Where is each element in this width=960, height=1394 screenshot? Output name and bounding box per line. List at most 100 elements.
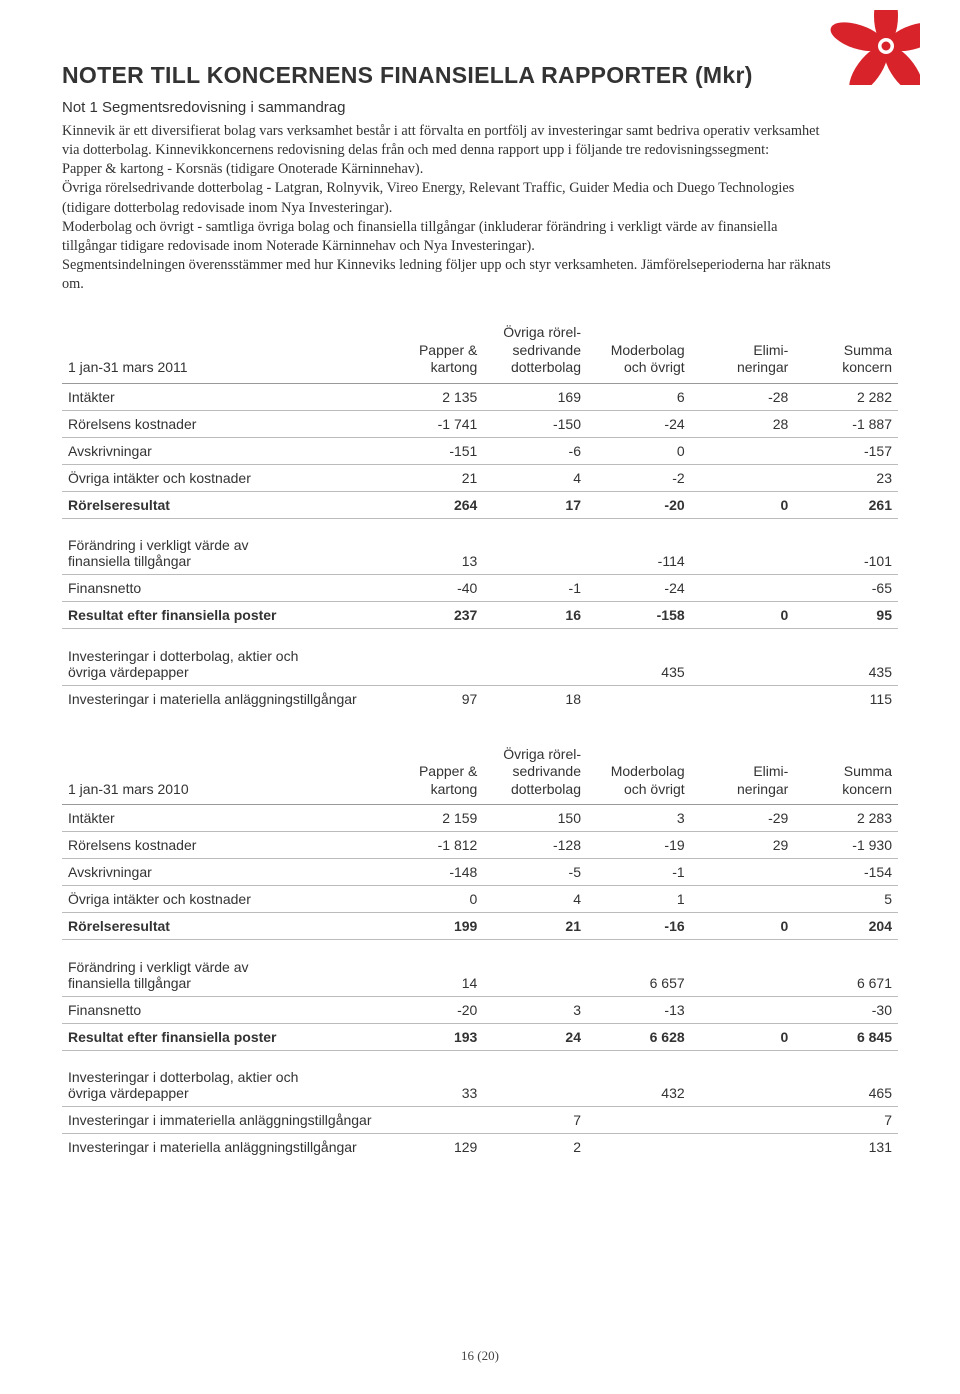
- table-cell: -20: [380, 996, 484, 1023]
- table-cell: 169: [483, 383, 587, 410]
- table-cell: 6 671: [794, 954, 898, 997]
- note-subtitle: Not 1 Segmentsredovisning i sammandrag: [62, 99, 898, 116]
- table-cell: [691, 437, 795, 464]
- table-cell: 264: [380, 491, 484, 518]
- table-row: Avskrivningar-151-60-157: [62, 437, 898, 464]
- table-cell: 2 159: [380, 805, 484, 832]
- table-row-label: Resultat efter finansiella poster: [62, 602, 380, 629]
- table-row: Rörelsens kostnader-1 812-128-1929-1 930: [62, 832, 898, 859]
- table-cell: 0: [380, 886, 484, 913]
- table-cell: -1 887: [794, 410, 898, 437]
- table-period-header: 1 jan-31 mars 2011: [62, 320, 380, 383]
- table-cell: [483, 643, 587, 686]
- table-row-label: Rörelseresultat: [62, 491, 380, 518]
- table-row-label: Finansnetto: [62, 575, 380, 602]
- table-row-label: Intäkter: [62, 805, 380, 832]
- table-row: Finansnetto-203-13-30: [62, 996, 898, 1023]
- table-row-label: Avskrivningar: [62, 437, 380, 464]
- table-row-label: Intäkter: [62, 383, 380, 410]
- table-row-label: Rörelsens kostnader: [62, 832, 380, 859]
- table-cell: -2: [587, 464, 691, 491]
- table-cell: -28: [691, 383, 795, 410]
- table-row-label: Resultat efter finansiella poster: [62, 1023, 380, 1050]
- table-cell: 435: [587, 643, 691, 686]
- table-cell: [691, 996, 795, 1023]
- table-row: Resultat efter finansiella poster193246 …: [62, 1023, 898, 1050]
- table-cell: 2 135: [380, 383, 484, 410]
- table-cell: [691, 464, 795, 491]
- table-row: Förändring i verkligt värde avfinansiell…: [62, 532, 898, 575]
- table-cell: 21: [380, 464, 484, 491]
- table-cell: -24: [587, 575, 691, 602]
- table-cell: -101: [794, 532, 898, 575]
- table-cell: 28: [691, 410, 795, 437]
- table-cell: 7: [483, 1107, 587, 1134]
- table-row: Investeringar i materiella anläggningsti…: [62, 1134, 898, 1161]
- table-cell: -65: [794, 575, 898, 602]
- table-cell: 23: [794, 464, 898, 491]
- table-cell: 3: [483, 996, 587, 1023]
- table-cell: 17: [483, 491, 587, 518]
- table-cell: 2 283: [794, 805, 898, 832]
- table-row: Investeringar i materiella anläggningsti…: [62, 685, 898, 712]
- table-column-header: Papper &kartong: [380, 742, 484, 805]
- table-row-label: Rörelsens kostnader: [62, 410, 380, 437]
- table-cell: [587, 685, 691, 712]
- table-cell: 432: [587, 1064, 691, 1107]
- table-cell: 150: [483, 805, 587, 832]
- table-row: Finansnetto-40-1-24 -65: [62, 575, 898, 602]
- table-row-label: Investeringar i dotterbolag, aktier ochö…: [62, 643, 380, 686]
- table-cell: [483, 1064, 587, 1107]
- table-cell: [483, 954, 587, 997]
- table-row-label: Finansnetto: [62, 996, 380, 1023]
- table-cell: 115: [794, 685, 898, 712]
- table-cell: -1: [483, 575, 587, 602]
- table-cell: -1 741: [380, 410, 484, 437]
- table-row: Övriga intäkter och kostnader0415: [62, 886, 898, 913]
- table-cell: [691, 685, 795, 712]
- table-row: Investeringar i dotterbolag, aktier ochö…: [62, 643, 898, 686]
- table-row-label: Investeringar i immateriella anläggnings…: [62, 1107, 380, 1134]
- table-cell: [691, 859, 795, 886]
- table-row-label: Rörelseresultat: [62, 913, 380, 940]
- table-row: Rörelseresultat19921-160204: [62, 913, 898, 940]
- table-column-header: Övriga rörel-sedrivandedotterbolag: [483, 320, 587, 383]
- table-row: [62, 629, 898, 643]
- table-cell: 16: [483, 602, 587, 629]
- table-row-label: Avskrivningar: [62, 859, 380, 886]
- table-cell: [691, 954, 795, 997]
- page-number: 16 (20): [0, 1348, 960, 1364]
- table-column-header: Papper &kartong: [380, 320, 484, 383]
- table-cell: -40: [380, 575, 484, 602]
- table-cell: -1 930: [794, 832, 898, 859]
- table-cell: 24: [483, 1023, 587, 1050]
- table-cell: 0: [691, 491, 795, 518]
- table-cell: -24: [587, 410, 691, 437]
- table-column-header: Övriga rörel-sedrivandedotterbolag: [483, 742, 587, 805]
- table-cell: -19: [587, 832, 691, 859]
- table-cell: 21: [483, 913, 587, 940]
- segment-table-2011: 1 jan-31 mars 2011Papper &kartongÖvriga …: [62, 320, 898, 712]
- table-cell: 199: [380, 913, 484, 940]
- table-cell: 2 282: [794, 383, 898, 410]
- table-cell: 29: [691, 832, 795, 859]
- table-cell: [691, 1134, 795, 1161]
- table-column-header: Moderbolagoch övrigt: [587, 320, 691, 383]
- table-cell: 0: [691, 602, 795, 629]
- table-row: Resultat efter finansiella poster23716-1…: [62, 602, 898, 629]
- table-cell: 13: [380, 532, 484, 575]
- table-cell: 18: [483, 685, 587, 712]
- table-cell: 6 657: [587, 954, 691, 997]
- table-row: Rörelseresultat26417-200261: [62, 491, 898, 518]
- table-cell: -154: [794, 859, 898, 886]
- table-row-label: Förändring i verkligt värde avfinansiell…: [62, 532, 380, 575]
- table-cell: 129: [380, 1134, 484, 1161]
- table-cell: 6 628: [587, 1023, 691, 1050]
- brand-logo-icon: [820, 10, 920, 110]
- table-cell: -114: [587, 532, 691, 575]
- table-cell: 6 845: [794, 1023, 898, 1050]
- table-cell: -16: [587, 913, 691, 940]
- table-cell: 1: [587, 886, 691, 913]
- table-cell: -148: [380, 859, 484, 886]
- table-cell: [691, 1064, 795, 1107]
